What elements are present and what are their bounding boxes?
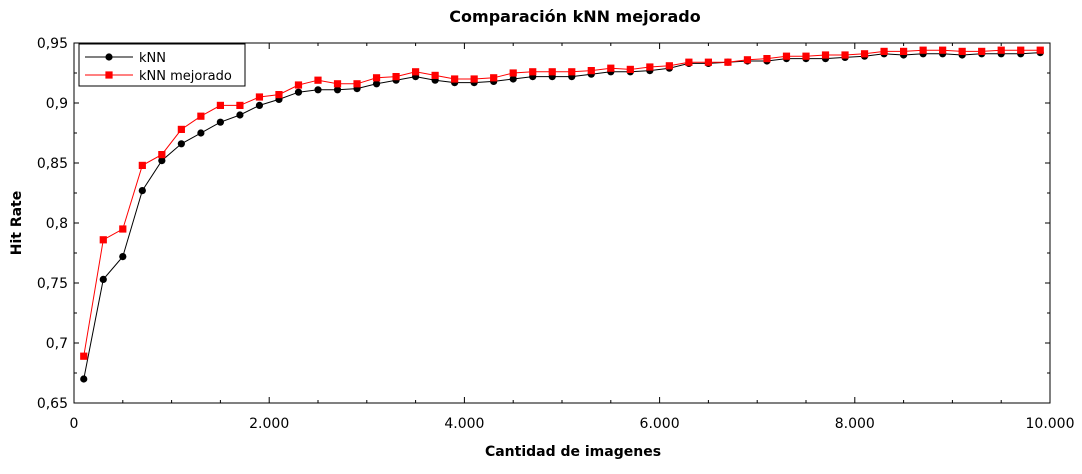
data-point	[490, 74, 498, 82]
data-point	[1017, 46, 1025, 54]
data-point	[333, 86, 342, 94]
data-point	[821, 51, 830, 59]
x-tick-label: 10.000	[1026, 416, 1075, 432]
y-axis-title: Hit Rate	[9, 191, 25, 256]
data-point	[99, 236, 107, 244]
x-axis-title: Cantidad de imagenes	[485, 444, 661, 460]
data-point	[939, 46, 947, 54]
data-point	[626, 65, 634, 73]
series-line	[83, 49, 1041, 357]
series-line	[83, 52, 1041, 380]
data-point	[509, 69, 517, 77]
y-tick-label: 0,65	[37, 396, 68, 412]
chart-title: Comparación kNN mejorado	[449, 7, 700, 26]
data-point	[685, 58, 693, 66]
legend-item: kNN mejorado	[85, 69, 232, 84]
y-tick-label: 0,9	[46, 96, 68, 112]
data-point	[568, 68, 576, 76]
legend: kNN kNN mejorado	[78, 43, 246, 87]
series-2	[80, 46, 1044, 360]
data-point	[353, 80, 361, 88]
data-point	[80, 352, 88, 360]
data-point	[119, 225, 127, 233]
data-point	[138, 161, 146, 169]
data-point	[158, 157, 166, 165]
x-tick-label: 6.000	[640, 416, 680, 432]
data-point	[216, 118, 224, 126]
y-tick-label: 0,7	[46, 336, 68, 352]
data-point	[314, 86, 322, 94]
y-tick-label: 0,75	[37, 276, 68, 292]
x-tick-label: 8.000	[835, 416, 875, 432]
axes: 0,65 0,7 0,75 0,8 0,85 0,9 0,95 0 2.000 4.000 6.00…	[37, 36, 1075, 432]
data-point	[294, 88, 303, 96]
data-point	[529, 68, 537, 76]
data-point	[333, 80, 342, 88]
data-point	[860, 50, 869, 58]
data-point	[431, 71, 439, 79]
data-point	[880, 47, 888, 55]
data-point	[451, 75, 459, 83]
data-point	[704, 58, 712, 66]
data-point	[392, 73, 400, 81]
data-point	[470, 75, 478, 83]
data-point	[919, 46, 927, 54]
data-point	[665, 62, 673, 70]
series-1	[80, 49, 1044, 383]
y-tick-label: 0,85	[37, 156, 68, 172]
data-point	[255, 101, 264, 109]
x-tick-label: 2.000	[249, 416, 289, 432]
data-point	[372, 74, 381, 82]
data-point	[197, 129, 205, 137]
data-point	[1036, 46, 1044, 54]
data-point	[236, 111, 244, 119]
legend-swatch-marker	[105, 53, 113, 61]
data-point	[607, 64, 615, 72]
data-point	[997, 46, 1005, 54]
data-point	[99, 275, 107, 283]
data-point	[294, 81, 303, 89]
legend-box	[78, 43, 246, 87]
data-point	[138, 187, 146, 195]
data-point	[724, 58, 732, 66]
x-tick-label: 4.000	[444, 416, 484, 432]
data-point	[255, 93, 264, 101]
data-point	[958, 47, 966, 55]
data-point	[763, 55, 771, 63]
x-tick-label: 0	[70, 416, 79, 432]
plot-frame	[73, 42, 1051, 404]
series-layer	[80, 46, 1044, 383]
data-point	[802, 52, 810, 60]
data-point	[177, 140, 185, 148]
data-point	[743, 56, 752, 64]
data-point	[158, 151, 166, 159]
data-point	[548, 68, 556, 76]
data-point	[275, 91, 283, 99]
data-point	[119, 253, 127, 261]
data-point	[841, 51, 849, 59]
data-point	[372, 80, 381, 88]
data-point	[782, 52, 791, 60]
legend-swatch-marker	[105, 71, 113, 79]
data-point	[900, 47, 908, 55]
data-point	[197, 112, 205, 120]
data-point	[646, 63, 654, 71]
data-point	[314, 76, 322, 84]
data-point	[978, 47, 986, 55]
data-point	[587, 67, 595, 75]
data-point	[216, 101, 224, 109]
y-tick-label: 0,95	[37, 36, 68, 52]
y-tick-label: 0,8	[46, 216, 68, 232]
data-point	[509, 75, 517, 83]
data-point	[412, 68, 420, 76]
data-point	[236, 101, 244, 109]
legend-item: kNN	[85, 51, 166, 66]
data-point	[80, 375, 88, 383]
data-point	[177, 125, 185, 133]
legend-label: kNN	[139, 51, 166, 66]
legend-label: kNN mejorado	[139, 69, 232, 84]
